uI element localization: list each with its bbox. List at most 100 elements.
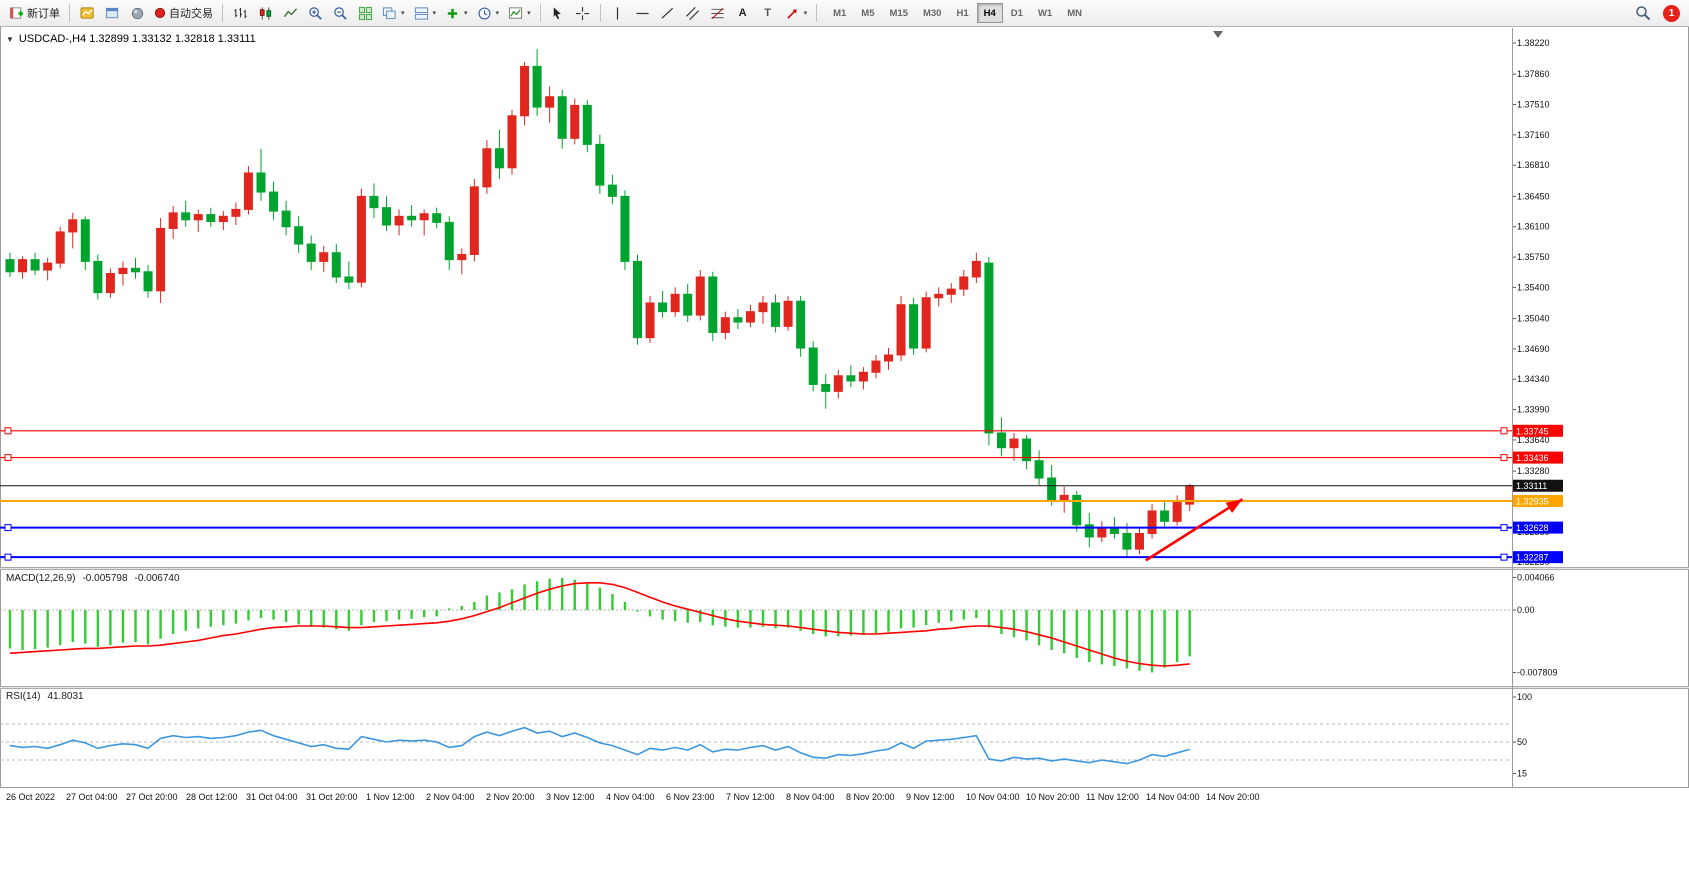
candle[interactable] [847, 376, 855, 381]
candle[interactable] [307, 244, 315, 261]
candle[interactable] [182, 213, 190, 220]
candle[interactable] [383, 208, 391, 225]
candle[interactable] [834, 376, 842, 392]
label-tool-button[interactable]: T [756, 2, 780, 24]
new-order-button[interactable]: 新订单 [5, 2, 64, 24]
candle[interactable] [345, 277, 353, 282]
candle[interactable] [1048, 478, 1056, 500]
profiles-button[interactable] [100, 2, 124, 24]
candle[interactable] [56, 232, 64, 263]
line-handle[interactable] [1501, 525, 1507, 531]
candle[interactable] [521, 66, 529, 115]
candle[interactable] [910, 305, 918, 348]
candle[interactable] [408, 216, 416, 219]
candle[interactable] [295, 227, 303, 244]
candle[interactable] [1073, 495, 1081, 524]
chart-shift-marker-icon[interactable] [1213, 31, 1223, 38]
line-handle[interactable] [1501, 428, 1507, 434]
candle[interactable] [759, 303, 767, 312]
candle[interactable] [433, 214, 441, 223]
candle[interactable] [470, 187, 478, 255]
candle[interactable] [119, 268, 127, 273]
candle[interactable] [784, 301, 792, 326]
candle[interactable] [320, 253, 328, 262]
candle[interactable] [207, 215, 215, 222]
candle[interactable] [897, 305, 905, 355]
zoom-out-button[interactable] [328, 2, 352, 24]
timeframe-d1-button[interactable]: D1 [1004, 3, 1030, 23]
candle[interactable] [634, 261, 642, 337]
line-handle[interactable] [1501, 554, 1507, 560]
timeframe-m30-button[interactable]: M30 [916, 3, 948, 23]
candle[interactable] [19, 260, 27, 272]
bar-chart-mode-button[interactable] [228, 2, 252, 24]
line-handle[interactable] [5, 525, 11, 531]
notification-badge[interactable]: 1 [1663, 5, 1680, 22]
crosshair-tool-button[interactable] [571, 2, 595, 24]
timeframe-m15-button[interactable]: M15 [883, 3, 915, 23]
arrows-tool-button[interactable]: ▾ [781, 2, 812, 24]
candle[interactable] [1035, 461, 1043, 478]
candle[interactable] [558, 97, 566, 139]
zoom-in-button[interactable] [303, 2, 327, 24]
templates-button[interactable]: ▾ [504, 2, 535, 24]
candle[interactable] [1123, 533, 1131, 549]
candle[interactable] [81, 220, 89, 262]
candle[interactable] [1110, 528, 1118, 533]
line-handle[interactable] [5, 455, 11, 461]
arrange-windows-button[interactable]: ▾ [378, 2, 409, 24]
candle[interactable] [960, 277, 968, 289]
candle[interactable] [270, 192, 278, 211]
candle[interactable] [972, 261, 980, 277]
candle[interactable] [596, 144, 604, 185]
candle[interactable] [219, 216, 227, 221]
candle[interactable] [822, 384, 830, 391]
candle[interactable] [1136, 533, 1144, 549]
candle[interactable] [684, 294, 692, 315]
line-handle[interactable] [1501, 455, 1507, 461]
vertical-line-tool-button[interactable] [606, 2, 630, 24]
candle[interactable] [922, 298, 930, 348]
trendline-tool-button[interactable] [656, 2, 680, 24]
candle[interactable] [671, 294, 679, 311]
candle[interactable] [458, 254, 466, 259]
candle[interactable] [772, 303, 780, 326]
candle[interactable] [1148, 511, 1156, 534]
candle[interactable] [282, 211, 290, 227]
timeframe-mn-button[interactable]: MN [1060, 3, 1089, 23]
candle[interactable] [533, 66, 541, 107]
tile-windows-button[interactable] [353, 2, 377, 24]
candle[interactable] [357, 196, 365, 282]
candle[interactable] [809, 348, 817, 384]
candle[interactable] [859, 372, 867, 381]
timeframe-h1-button[interactable]: H1 [949, 3, 975, 23]
candle[interactable] [546, 97, 554, 107]
candle[interactable] [571, 105, 579, 138]
candle[interactable] [144, 272, 152, 291]
candle[interactable] [985, 263, 993, 433]
candle[interactable] [997, 433, 1005, 448]
line-handle[interactable] [5, 554, 11, 560]
candle[interactable] [1161, 511, 1169, 521]
candle[interactable] [1098, 528, 1106, 537]
candle[interactable] [395, 216, 403, 225]
price-chart-panel[interactable]: 1.382201.378601.375101.371601.368101.364… [0, 28, 1689, 567]
candle[interactable] [495, 149, 503, 168]
horizontal-line-tool-button[interactable] [631, 2, 655, 24]
candle[interactable] [583, 105, 591, 144]
candle[interactable] [6, 260, 14, 272]
candle[interactable] [608, 185, 616, 196]
candle[interactable] [872, 361, 880, 372]
candlestick-mode-button[interactable] [253, 2, 277, 24]
candle[interactable] [621, 196, 629, 261]
timeframe-w1-button[interactable]: W1 [1031, 3, 1059, 23]
new-chart-button[interactable] [75, 2, 99, 24]
candle[interactable] [1010, 439, 1018, 448]
cascade-windows-button[interactable]: ▾ [410, 2, 441, 24]
candle[interactable] [44, 263, 52, 270]
auto-trading-button[interactable]: 自动交易 [150, 2, 217, 24]
candle[interactable] [483, 149, 491, 187]
candle[interactable] [947, 289, 955, 294]
trend-arrow[interactable] [1146, 499, 1243, 560]
